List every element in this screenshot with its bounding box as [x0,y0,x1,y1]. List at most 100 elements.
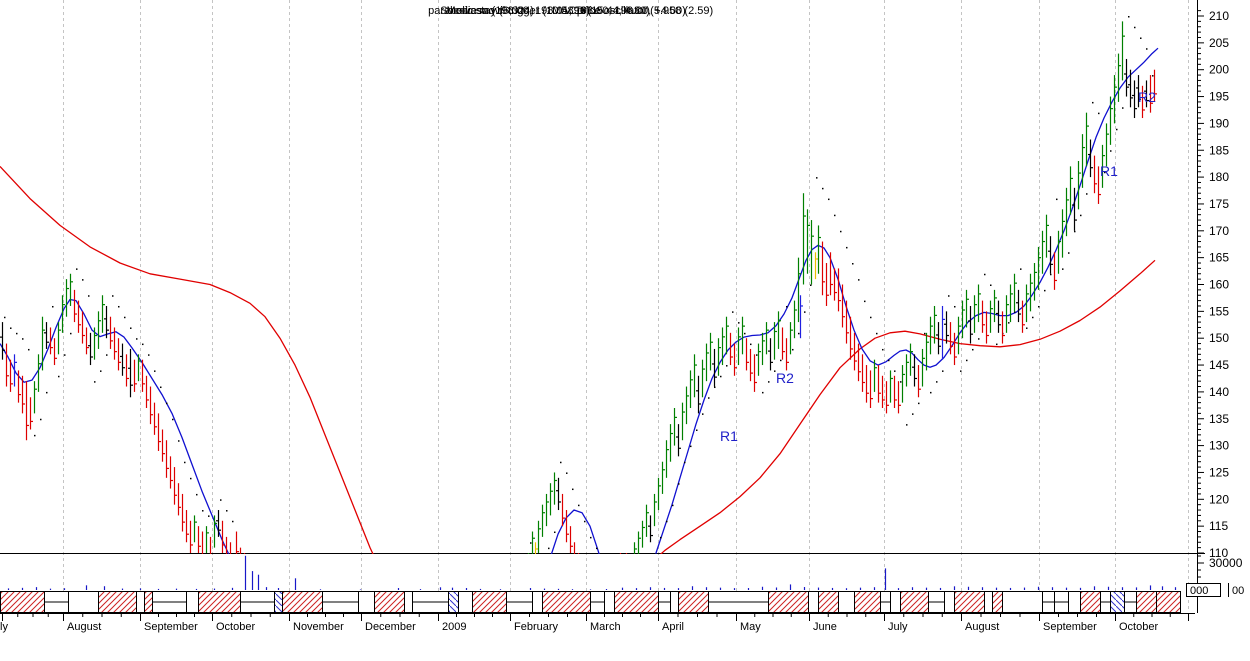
x-axis-month-label: ly [0,621,8,633]
x-axis-month-label: February [514,621,559,633]
sar-dot [602,553,604,554]
ribbon-box [890,591,901,613]
ribbon-box [458,591,473,613]
sar-dot [1128,16,1130,18]
sar-dot [124,316,126,319]
sar-dot [566,472,568,474]
ribbon-box [136,591,145,613]
sar-dot [548,547,550,550]
ribbon-hatch-red [199,592,240,612]
sar-dot [894,370,896,372]
sar-dot [798,332,800,335]
sar-dot [960,370,962,372]
sar-dot [148,354,150,356]
price-axis-label: 205 [1209,36,1229,50]
sar-dot [672,504,674,507]
sar-dot [1044,289,1046,292]
ribbon-hatch-red [543,592,590,612]
price-axis-label: 120 [1209,492,1229,506]
sar-dot [1104,171,1106,174]
ribbon-box [1002,591,1043,613]
sar-dot [46,391,48,394]
sar-dot [130,327,132,329]
x-axis-month-label: September [1043,621,1097,633]
sar-dot [154,370,156,372]
ribbon-hatch-red [615,592,658,612]
sar-dot [816,177,818,179]
sar-dot [34,434,36,437]
sar-dot [202,510,204,512]
ribbon-hatch-red [769,592,808,612]
chart-frame [0,0,1205,614]
sar-dot [810,284,812,286]
x-axis-month-label: September [144,621,198,633]
sar-dot [984,273,986,276]
ribbon-box [838,591,855,613]
sar-dot [16,332,18,335]
ribbon-hatch-red [473,592,506,612]
sar-dot [100,370,102,372]
x-axis-month-label: October [216,621,255,633]
sar-dot [750,343,752,346]
ribbon-hatch-blue [1111,592,1124,612]
sar-dot [678,483,680,485]
sar-dot [596,547,598,550]
x-axis: ly August September October November December… [0,613,1189,633]
ribbon-hatch-red [819,592,838,612]
slow-moving-average-line [0,165,1156,554]
x-axis-month-label: June [813,621,837,633]
ribbon-box [186,591,199,613]
price-axis-label: 165 [1209,251,1229,265]
sar-dot [1092,101,1094,104]
sar-dot [1026,327,1028,329]
sar-dot [684,461,686,464]
sar-dot [780,359,782,362]
price-axis-label: 125 [1209,465,1229,479]
trend-annotations: R1 R2 R1 R2 [720,89,1156,444]
sar-dot [708,397,710,399]
price-axis-label: 195 [1209,90,1229,104]
sar-dot [930,391,932,394]
sar-dot [142,343,144,346]
price-axis-label: 150 [1209,331,1229,345]
price-axis-label: 185 [1209,143,1229,157]
ribbon-hatch-red [1137,592,1156,612]
sar-dot [112,295,114,297]
resistance-label: R1 [720,428,738,444]
sar-dot [858,279,860,281]
resistance-label: R2 [1138,89,1156,105]
ribbon-hatch-red [375,592,404,612]
sar-dot [1068,252,1070,254]
sar-dot [88,295,90,297]
sar-dot [232,520,234,523]
sar-dot [118,305,120,308]
sar-dot [1116,128,1118,131]
x-axis-month-label: August [965,621,999,633]
ribbon-hatch-red [1157,592,1180,612]
sar-dot [978,338,980,340]
sar-dot [882,348,884,351]
sar-dot [4,316,6,319]
price-axis-label: 145 [1209,358,1229,372]
sar-dot [172,418,174,421]
ribbon-hatch-red [99,592,136,612]
price-axis-label: 200 [1209,63,1229,77]
ribbon-box [1068,591,1081,613]
sar-dot [10,327,12,329]
sar-dot [948,295,950,297]
price-plot-area[interactable] [0,16,1159,661]
sar-dot [1074,230,1076,233]
sar-dot [530,542,532,544]
price-axis-label: 210 [1209,9,1229,23]
axis-flag-label: 000 [1190,585,1208,597]
sar-dot [996,343,998,346]
sar-dot [756,354,758,356]
sar-dot [822,187,824,190]
sar-dot [864,300,866,303]
sar-dot [666,520,668,523]
sar-dot [214,569,216,571]
price-axis-label: 170 [1209,224,1229,238]
ribbon-box [68,591,99,613]
ribbon-box [358,591,375,613]
